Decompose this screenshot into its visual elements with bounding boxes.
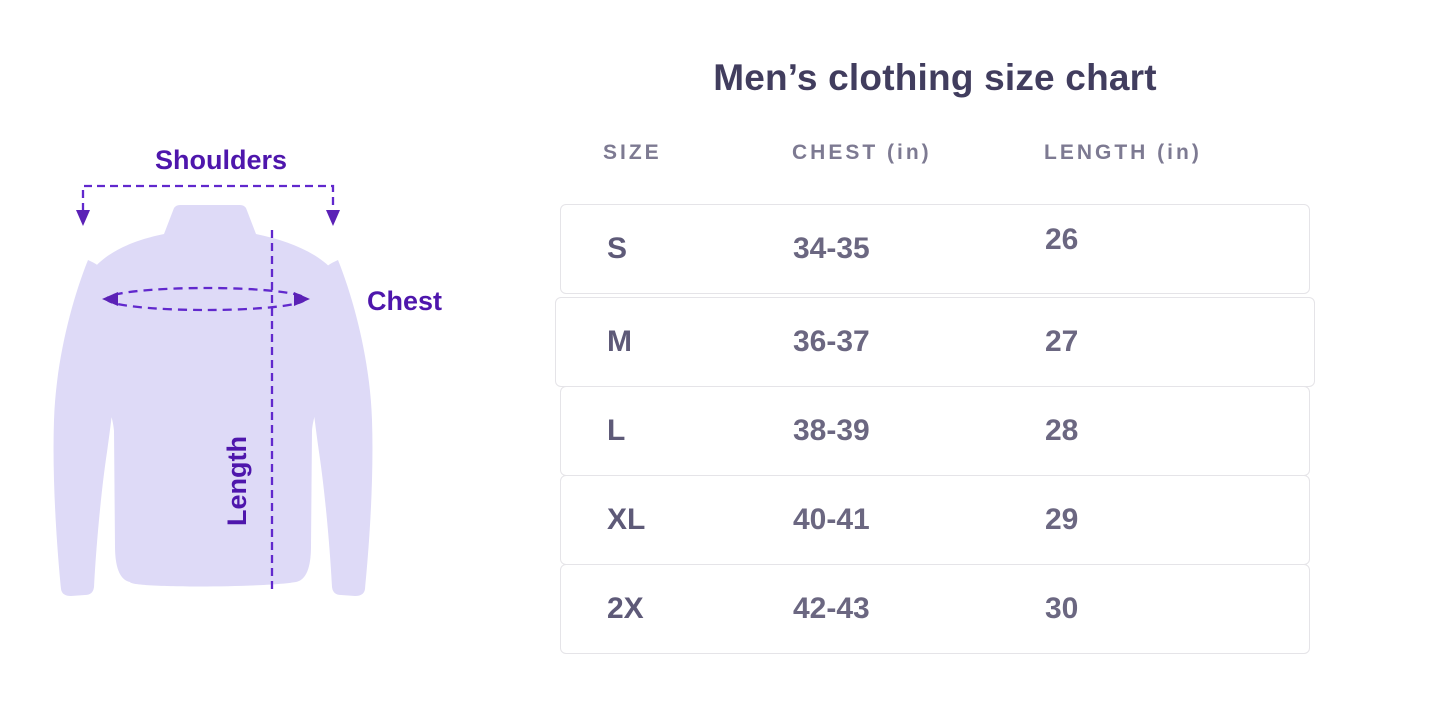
- column-header-length: LENGTH (in): [1044, 141, 1202, 164]
- table-row-s: S 34-35 26: [560, 204, 1310, 294]
- length-measure: Length: [222, 230, 274, 589]
- size-table: S 34-35 26 M 36-37 27 L 38-39 28 XL 40-4…: [555, 204, 1315, 654]
- table-row-xl: XL 40-41 29: [560, 475, 1310, 565]
- table-row-m: M 36-37 27: [555, 297, 1315, 387]
- cell-size: 2X: [607, 592, 644, 625]
- cell-chest: 38-39: [793, 414, 870, 447]
- chest-label: Chest: [367, 286, 442, 316]
- shoulders-bracket-line: [81, 184, 335, 211]
- chest-left-arrow-icon: [102, 292, 118, 306]
- cell-size: M: [607, 325, 632, 358]
- cell-size: L: [607, 414, 626, 447]
- cell-length: 28: [1045, 414, 1079, 447]
- shoulders-right-arrow-icon: [326, 210, 340, 226]
- table-header-row: SIZE CHEST (in) LENGTH (in): [560, 138, 1310, 168]
- shoulders-label: Shoulders: [155, 145, 287, 175]
- column-header-chest: CHEST (in): [792, 141, 932, 164]
- cell-chest: 40-41: [793, 503, 870, 536]
- length-label: Length: [222, 436, 252, 526]
- shirt-measurement-diagram: Shoulders Chest Length: [53, 145, 442, 596]
- cell-length: 30: [1045, 592, 1079, 625]
- table-row-l: L 38-39 28: [560, 386, 1310, 476]
- shirt-body: [80, 205, 346, 587]
- cell-chest: 36-37: [793, 325, 870, 358]
- column-header-size: SIZE: [603, 141, 662, 164]
- cell-chest: 42-43: [793, 592, 870, 625]
- shoulders-left-arrow-icon: [76, 210, 90, 226]
- shirt-illustration: [53, 205, 373, 596]
- chest-right-arrow-icon: [294, 292, 310, 306]
- shoulders-measure: Shoulders: [76, 145, 340, 226]
- page-title: Men’s clothing size chart: [713, 57, 1157, 98]
- cell-size: XL: [607, 503, 646, 536]
- cell-length: 29: [1045, 503, 1079, 536]
- cell-length: 26: [1045, 223, 1079, 256]
- cell-size: S: [607, 232, 628, 265]
- cell-chest: 34-35: [793, 232, 870, 265]
- cell-length: 27: [1045, 325, 1079, 358]
- table-row-2x: 2X 42-43 30: [560, 564, 1310, 654]
- chest-measure: Chest: [102, 286, 442, 316]
